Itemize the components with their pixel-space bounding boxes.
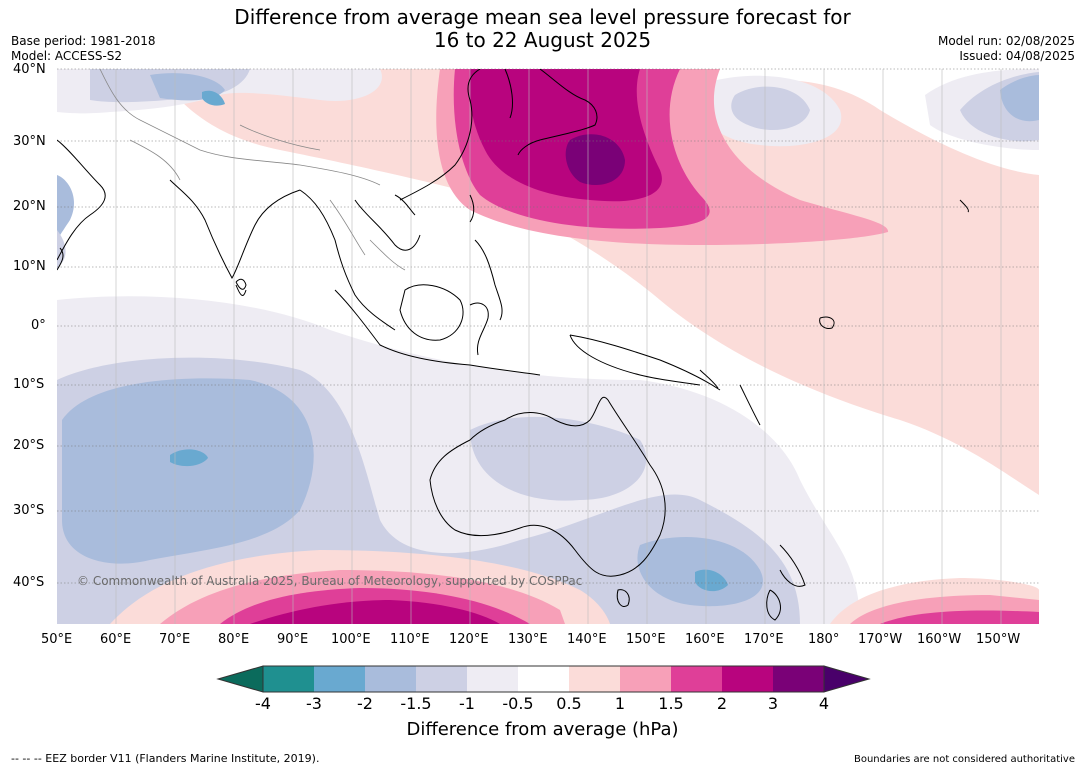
issued-date: Issued: 04/08/2025: [959, 49, 1075, 63]
colorbar-tick: 0.5: [556, 694, 582, 713]
lon-label-120e: 120°E: [449, 632, 489, 647]
copyright-notice: © Commonwealth of Australia 2025, Bureau…: [77, 574, 583, 588]
country-borders: [99, 69, 406, 271]
lon-label-90e: 90°E: [277, 632, 309, 647]
lon-label-50e: 50°E: [41, 632, 73, 647]
lon-label-80e: 80°E: [218, 632, 250, 647]
lon-label-110e: 110°E: [390, 632, 430, 647]
model-name: Model: ACCESS-S2: [11, 49, 123, 63]
colorbar: [216, 665, 871, 693]
lon-label-150w: 150°W: [976, 632, 1021, 647]
colorbar-bin-10: [722, 666, 773, 692]
colorbar-tick: 1: [614, 694, 626, 713]
eez-border-note: -- -- -- EEZ border V11 (Flanders Marine…: [11, 752, 320, 765]
lon-label-150e: 150°E: [626, 632, 666, 647]
lat-label-40s: 40°S: [13, 575, 45, 590]
lat-label-20n: 20°N: [13, 199, 46, 214]
colorbar-bin-2: [314, 666, 365, 692]
graticule: [57, 68, 1039, 584]
colorbar-tick: -0.5: [502, 694, 534, 713]
colorbar-bin-1: [263, 666, 314, 692]
lat-label-10n: 10°N: [13, 259, 46, 274]
map-title-line1: Difference from average mean sea level p…: [234, 5, 851, 29]
colorbar-arrow-high: [823, 665, 871, 693]
colorbar-bin-5: [467, 666, 518, 692]
lat-label-20s: 20°S: [13, 438, 45, 453]
colorbar-arrow-low: [216, 665, 264, 693]
anomaly-field: [57, 69, 1039, 624]
coastlines: [57, 69, 969, 621]
colorbar-bin-11: [773, 666, 824, 692]
lon-label-60e: 60°E: [100, 632, 132, 647]
boundaries-disclaimer: Boundaries are not considered authoritat…: [853, 754, 1075, 765]
colorbar-bin-6: [518, 666, 569, 692]
map-title-line2: 16 to 22 August 2025: [433, 28, 652, 52]
lon-label-100e: 100°E: [331, 632, 371, 647]
colorbar-label: Difference from average (hPa): [406, 719, 679, 740]
lon-label-170e: 170°E: [744, 632, 784, 647]
lat-label-30n: 30°N: [13, 134, 46, 149]
colorbar-tick: -3: [306, 694, 322, 713]
meridians: [115, 69, 1002, 624]
colorbar-bin-7: [569, 666, 620, 692]
colorbar-tick: 3: [767, 694, 779, 713]
colorbar-tick: 4: [818, 694, 830, 713]
colorbar-tick: -4: [255, 694, 271, 713]
colorbar-tick: -1: [459, 694, 475, 713]
colorbar-tick: -2: [357, 694, 373, 713]
lon-label-170w: 170°W: [858, 632, 903, 647]
lat-label-0: 0°: [31, 318, 46, 333]
lat-label-40n: 40°N: [13, 62, 46, 77]
colorbar-bin-3: [365, 666, 416, 692]
colorbar-tick: 2: [716, 694, 728, 713]
colorbar-bin-9: [671, 666, 722, 692]
lon-label-180: 180°: [808, 632, 840, 647]
colorbar-bin-4: [416, 666, 467, 692]
lon-label-160e: 160°E: [685, 632, 725, 647]
lat-label-10s: 10°S: [13, 377, 45, 392]
lon-label-130e: 130°E: [508, 632, 548, 647]
colorbar-tick: 1.5: [658, 694, 684, 713]
lon-label-70e: 70°E: [159, 632, 191, 647]
lon-label-140e: 140°E: [567, 632, 607, 647]
model-run: Model run: 02/08/2025: [937, 34, 1075, 48]
colorbar-tick: -1.5: [400, 694, 432, 713]
lat-label-30s: 30°S: [13, 503, 45, 518]
colorbar-bin-8: [620, 666, 671, 692]
lon-label-160w: 160°W: [917, 632, 962, 647]
base-period: Base period: 1981-2018: [11, 34, 156, 48]
